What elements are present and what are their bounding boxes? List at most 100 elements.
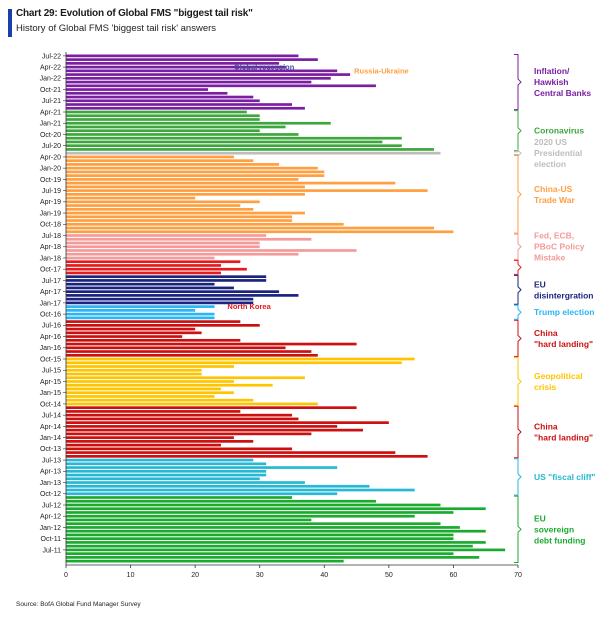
y-tick-label: Oct-11 — [41, 536, 62, 543]
bar — [66, 69, 338, 73]
bar — [66, 282, 215, 286]
bar — [66, 159, 254, 163]
y-tick-label: Jul-15 — [42, 368, 61, 375]
x-tick-label: 20 — [191, 572, 199, 579]
bar — [66, 136, 402, 140]
bar — [66, 533, 454, 537]
y-tick-label: Apr-15 — [40, 379, 61, 386]
bar — [66, 178, 299, 181]
bar — [66, 477, 260, 481]
y-tick-label: Jul-14 — [42, 413, 61, 420]
bar — [66, 537, 454, 541]
series-bracket — [514, 155, 522, 234]
bar — [66, 151, 441, 155]
x-tick-label: 70 — [514, 572, 522, 579]
bar — [66, 383, 273, 387]
bar — [66, 488, 415, 492]
bar — [66, 65, 286, 69]
bar — [66, 245, 260, 249]
source-note: Source: BofA Global Fund Manager Survey — [16, 601, 141, 608]
bar — [66, 114, 260, 118]
chart-subtitle: History of Global FMS 'biggest tail risk… — [16, 23, 217, 34]
bar — [66, 312, 215, 316]
y-tick-label: Jul-13 — [42, 457, 61, 464]
bar — [66, 481, 305, 484]
bar — [66, 222, 344, 226]
series-bracket — [514, 148, 522, 158]
bar — [66, 395, 215, 398]
y-tick-label: Jan-19 — [40, 210, 62, 217]
bar — [66, 447, 292, 451]
bar — [66, 103, 292, 106]
y-tick-label: Jul-22 — [42, 53, 61, 60]
bar — [66, 473, 267, 477]
series-bracket — [514, 357, 522, 406]
series-bracket — [514, 259, 522, 275]
bar — [66, 327, 196, 331]
bar — [66, 140, 383, 144]
y-tick-label: Jan-15 — [40, 390, 62, 397]
bar — [66, 406, 357, 410]
bar — [66, 305, 215, 308]
bar — [66, 338, 241, 342]
y-tick-label: Oct-16 — [40, 312, 61, 319]
y-tick-label: Oct-19 — [40, 177, 61, 184]
chart-annotation: Global recession — [234, 63, 295, 72]
bar — [66, 544, 473, 548]
bar — [66, 204, 241, 207]
bar — [66, 174, 325, 177]
bar — [66, 84, 376, 88]
title-accent-bar — [8, 9, 12, 37]
bar — [66, 454, 428, 458]
bar — [66, 331, 202, 335]
bar — [66, 335, 183, 338]
series-bracket — [514, 110, 522, 152]
y-tick-label: Jan-20 — [40, 166, 62, 173]
series-label: 2020 US Presidential election — [534, 137, 582, 169]
bar — [66, 260, 241, 264]
bar — [66, 148, 435, 151]
bar — [66, 185, 305, 189]
bar — [66, 357, 415, 361]
bar — [66, 170, 325, 174]
bar — [66, 155, 234, 159]
bar — [66, 189, 428, 192]
series-bracket — [514, 233, 522, 260]
y-tick-label: Jul-17 — [42, 278, 61, 285]
series-label: China "hard landing" — [534, 422, 593, 443]
bar — [66, 458, 254, 462]
bar — [66, 58, 318, 61]
bar — [66, 121, 331, 125]
bar — [66, 541, 486, 544]
series-label: US "fiscal cliff" — [534, 472, 595, 482]
x-tick-label: 60 — [450, 572, 458, 579]
bar — [66, 514, 415, 518]
bar — [66, 526, 460, 529]
series-label: China "hard landing" — [534, 328, 593, 349]
y-tick-label: Apr-17 — [40, 289, 61, 296]
bar — [66, 297, 254, 301]
bar — [66, 353, 318, 357]
bar — [66, 301, 254, 305]
bar — [66, 219, 292, 222]
y-tick-label: Oct-21 — [40, 87, 61, 94]
bar — [66, 365, 234, 368]
y-tick-label: Apr-14 — [40, 424, 61, 431]
bar — [66, 350, 312, 353]
bar — [66, 237, 312, 241]
x-tick-label: 10 — [127, 572, 135, 579]
bar — [66, 417, 299, 421]
y-tick-label: Oct-15 — [40, 356, 61, 363]
bar — [66, 62, 280, 65]
y-tick-label: Jul-18 — [42, 233, 61, 240]
y-tick-label: Apr-13 — [40, 469, 61, 476]
bar — [66, 507, 486, 511]
bar — [66, 279, 267, 282]
x-tick-label: 50 — [385, 572, 393, 579]
bar — [66, 249, 357, 252]
y-tick-label: Oct-20 — [40, 132, 61, 139]
bar — [66, 346, 286, 350]
y-tick-label: Jul-20 — [42, 143, 61, 150]
bar — [66, 425, 338, 428]
